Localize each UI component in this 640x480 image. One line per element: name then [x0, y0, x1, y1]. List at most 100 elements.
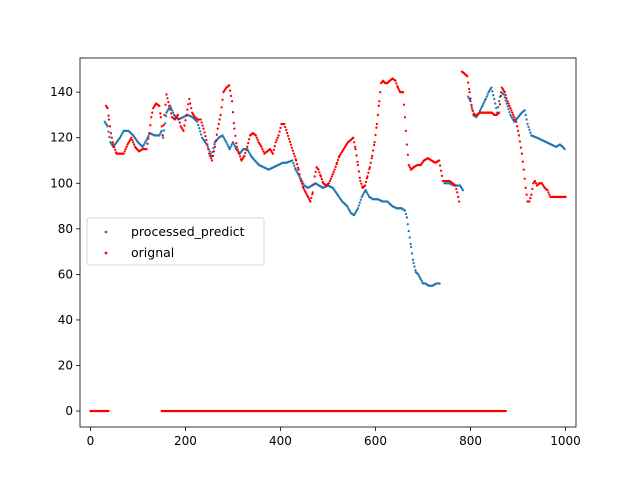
point-orignal-308 [364, 180, 368, 184]
point-orignal-233 [300, 182, 304, 185]
point-processed_predict-326 [403, 209, 407, 212]
point-processed_predict-436 [510, 115, 513, 118]
point-orignal-460 [499, 94, 503, 98]
point-orignal-250 [314, 170, 317, 174]
point-processed_predict-266 [347, 208, 351, 211]
point-orignal-28 [111, 141, 114, 144]
point-orignal-79 [158, 104, 161, 107]
point-processed_predict-278 [358, 201, 361, 204]
x-axis: 0 200 400 600 800 1000 [87, 427, 581, 448]
point-orignal-344 [395, 82, 398, 85]
point-orignal-215 [285, 128, 288, 132]
point-processed_predict-142 [233, 145, 237, 148]
point-processed_predict-273 [353, 212, 357, 215]
point-processed_predict-276 [356, 207, 360, 210]
point-orignal-467 [506, 100, 509, 103]
point-processed_predict-434 [508, 110, 511, 114]
point-orignal-218 [287, 137, 291, 141]
legend-marker-orignal [104, 251, 108, 255]
point-orignal-172 [244, 151, 247, 155]
point-orignal-410 [455, 187, 458, 191]
point-orignal-49 [130, 136, 133, 139]
y-tick-label-5: 100 [50, 176, 73, 190]
point-orignal-105 [182, 129, 185, 133]
y-tick-label-7: 140 [50, 85, 73, 99]
point-orignal-230 [298, 173, 301, 176]
point-orignal-110 [187, 103, 190, 106]
point-processed_predict-210 [295, 170, 298, 173]
point-processed_predict-119 [213, 143, 216, 146]
point-orignal-411 [456, 191, 459, 194]
point-processed_predict-334 [410, 252, 414, 255]
point-processed_predict-450 [523, 109, 526, 112]
point-orignal-26 [109, 132, 113, 135]
legend-label-orignal: orignal [131, 245, 174, 260]
point-processed_predict-71 [168, 106, 171, 109]
point-orignal-248 [312, 183, 315, 186]
point-orignal-22 [106, 106, 109, 110]
point-orignal-246 [311, 193, 314, 196]
point-orignal-320 [374, 133, 377, 137]
point-orignal-412 [457, 195, 460, 199]
point-orignal-52 [133, 143, 136, 146]
point-orignal-71 [151, 111, 154, 114]
point-orignal-165 [238, 152, 241, 155]
point-orignal-92 [170, 112, 173, 115]
point-orignal-89 [167, 100, 170, 104]
point-orignal-256 [319, 175, 323, 178]
point-processed_predict-41 [141, 145, 144, 148]
point-orignal-267 [329, 177, 332, 180]
point-processed_predict-114 [208, 150, 211, 153]
point-orignal-476 [514, 120, 518, 123]
point-orignal-155 [229, 94, 233, 98]
point-orignal-422 [467, 87, 471, 91]
point-orignal-299 [357, 170, 361, 173]
point-orignal-298 [356, 163, 360, 167]
point-orignal-473 [512, 113, 515, 117]
point-orignal-459 [498, 103, 502, 106]
point-orignal-201 [271, 152, 275, 155]
point-processed_predict-62 [160, 129, 163, 133]
legend: processed_predict orignal [86, 217, 265, 266]
point-orignal-19 [107, 409, 110, 413]
point-processed_predict-103 [198, 127, 201, 130]
point-orignal-421 [467, 81, 470, 84]
point-orignal-465 [504, 94, 507, 97]
point-orignal-226 [295, 159, 298, 162]
point-orignal-292 [352, 136, 355, 139]
point-orignal-81 [159, 116, 162, 119]
x-tick-label-2: 400 [269, 434, 292, 448]
point-orignal-67 [147, 137, 150, 140]
point-processed_predict-416 [491, 90, 494, 93]
y-tick-label-1: 20 [58, 359, 73, 373]
point-orignal-347 [397, 88, 400, 91]
data-markers [89, 70, 567, 413]
point-orignal-232 [299, 179, 303, 183]
point-processed_predict-388 [461, 188, 465, 192]
point-orignal-325 [378, 100, 381, 103]
point-processed_predict-43 [143, 142, 146, 145]
point-processed_predict-274 [354, 210, 358, 213]
point-orignal-129 [205, 138, 208, 142]
point-processed_predict-392 [469, 100, 472, 103]
point-orignal-174 [246, 145, 249, 148]
point-orignal-86 [164, 103, 167, 106]
point-orignal-175 [247, 141, 250, 145]
point-orignal-530 [564, 195, 567, 199]
point-processed_predict-105 [200, 133, 203, 136]
point-orignal-112 [189, 102, 192, 105]
point-processed_predict-19 [120, 133, 123, 136]
point-processed_predict-60 [159, 132, 162, 135]
point-orignal-204 [274, 141, 277, 144]
point-processed_predict-104 [199, 130, 202, 133]
point-processed_predict-492 [563, 147, 566, 151]
point-orignal-511 [547, 191, 550, 194]
point-processed_predict-407 [483, 100, 486, 104]
point-orignal-50 [131, 138, 134, 142]
point-orignal-91 [169, 108, 172, 111]
point-orignal-301 [359, 179, 362, 183]
point-orignal-136 [211, 154, 215, 158]
point-processed_predict-280 [360, 195, 363, 199]
point-orignal-323 [376, 113, 380, 117]
point-processed_predict-136 [228, 147, 231, 151]
